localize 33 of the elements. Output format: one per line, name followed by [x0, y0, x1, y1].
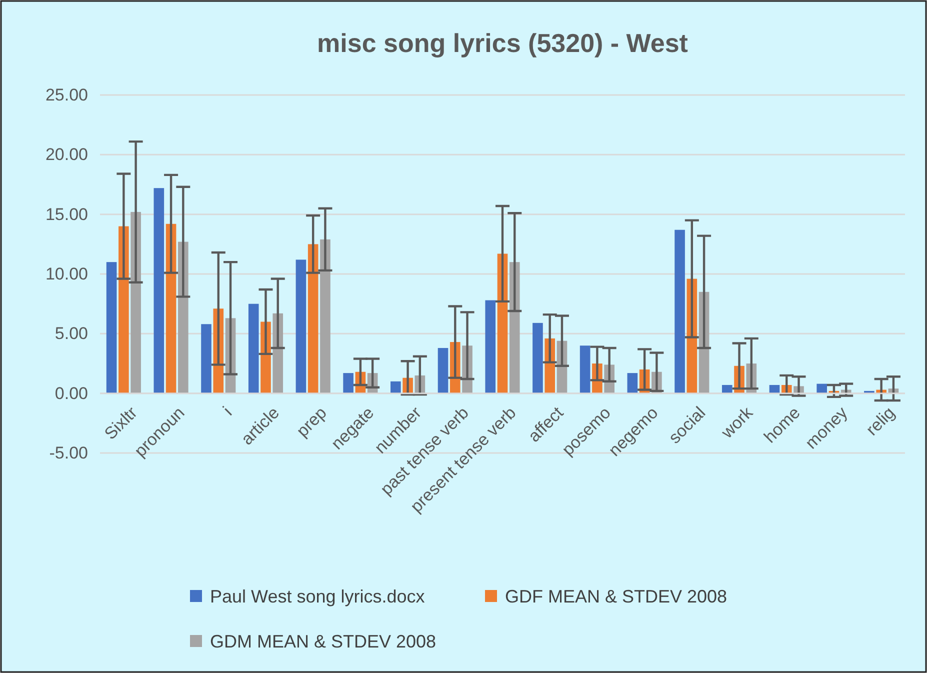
- y-tick-label: 10.00: [45, 264, 88, 284]
- bar: [166, 224, 176, 394]
- bar: [308, 244, 318, 394]
- y-tick-label: 15.00: [45, 204, 88, 224]
- legend-label: GDM MEAN & STDEV 2008: [210, 631, 436, 652]
- bar: [509, 262, 520, 394]
- bar: [485, 300, 496, 394]
- bar: [248, 304, 259, 394]
- y-tick-label: 25.00: [45, 85, 88, 104]
- legend-label: GDF MEAN & STDEV 2008: [505, 586, 728, 606]
- bar: [201, 324, 212, 394]
- bar: [320, 239, 330, 394]
- chart-title: misc song lyrics (5320) - West: [317, 28, 688, 58]
- x-tick-label: i: [220, 403, 236, 420]
- y-tick-label: 5.00: [54, 324, 88, 344]
- y-tick-label: 20.00: [45, 145, 88, 164]
- bar: [627, 373, 638, 394]
- bar: [154, 188, 164, 394]
- bar: [106, 262, 117, 394]
- bar: [118, 226, 129, 394]
- y-tick-label: -5.00: [49, 443, 88, 462]
- bar: [532, 322, 543, 394]
- bar: [390, 381, 401, 394]
- bar: [674, 230, 685, 394]
- bar: [722, 384, 732, 394]
- x-tick-label: relig: [862, 403, 899, 440]
- bar: [438, 348, 448, 394]
- legend-label: Paul West song lyrics.docx: [210, 586, 425, 606]
- bar: [296, 260, 306, 394]
- y-tick-label: 0.00: [54, 384, 88, 403]
- bar: [580, 346, 590, 394]
- bar: [343, 373, 354, 394]
- bar: [816, 384, 827, 394]
